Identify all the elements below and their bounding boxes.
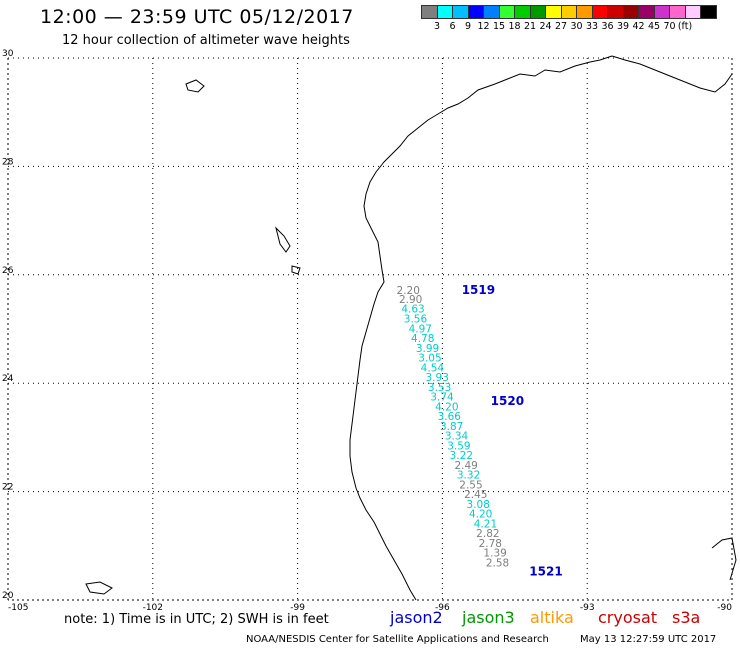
pass-labels: 1519 1520 1521	[462, 283, 563, 579]
pass-number: 1521	[529, 565, 562, 579]
legend-label: 70	[663, 21, 676, 32]
wave-height-value: 3.05	[418, 353, 441, 365]
wave-height-value: 2.20	[397, 285, 420, 297]
wave-height-value: 3.87	[440, 421, 463, 433]
wave-height-value: 3.66	[438, 411, 462, 423]
lat-label: 22	[2, 483, 13, 493]
wave-height-value: 2.45	[464, 489, 487, 501]
wave-height-value: 2.55	[459, 479, 482, 491]
wave-height-value: 4.63	[401, 304, 424, 316]
legend-label: 42	[632, 21, 645, 32]
wave-height-value: 3.53	[428, 382, 451, 394]
island-3	[85, 581, 113, 595]
wave-height-values: 2.202.904.633.564.974.783.993.054.543.93…	[397, 285, 510, 570]
wave-height-value: 4.54	[421, 362, 445, 374]
legend-label: 24	[539, 21, 552, 32]
coast-se	[711, 537, 737, 581]
wave-height-value: 4.20	[435, 401, 458, 413]
wave-height-value: 2.78	[479, 538, 502, 550]
lon-label: -105	[8, 603, 28, 613]
island-1	[185, 79, 205, 93]
legend-label: 18	[508, 21, 521, 32]
map-frame	[7, 57, 733, 601]
pass-number: 1520	[491, 394, 524, 408]
footer-note: note: 1) Time is in UTC; 2) SWH is in fe…	[64, 612, 329, 627]
legend-color-scale	[421, 5, 740, 19]
wave-height-value: 3.56	[404, 313, 428, 325]
satellite-jason3: jason3	[462, 608, 515, 627]
wave-height-value: 3.22	[450, 450, 473, 462]
legend-label: 21	[523, 21, 537, 32]
coastline	[85, 55, 737, 601]
lon-label: -93	[580, 603, 595, 613]
legend-label: 6	[449, 21, 456, 32]
wave-height-legend: 3 6 9 12 15 18 21 24 27 30 33 36 39 42 45 70 (ft)	[421, 5, 740, 33]
page-title: 12:00 — 23:59 UTC 05/12/2017	[40, 6, 354, 28]
wave-height-value: 2.49	[454, 460, 477, 472]
wave-height-value: 3.59	[447, 440, 470, 452]
satellite-jason2: jason2	[390, 608, 443, 627]
satellite-cryosat: cryosat	[598, 608, 658, 627]
lat-label: 20	[2, 591, 14, 601]
island-2	[275, 226, 291, 253]
page-subtitle: 12 hour collection of altimeter wave hei…	[62, 33, 350, 48]
satellite-s3a: s3a	[672, 608, 701, 627]
satellite-altika: altika	[530, 608, 574, 627]
wave-height-value: 3.34	[445, 431, 469, 443]
wave-height-value: 3.74	[430, 392, 454, 404]
wave-height-value: 3.32	[457, 470, 480, 482]
lon-label: -102	[143, 603, 163, 613]
legend-label: (ft)	[677, 21, 693, 32]
legend-swatch	[700, 5, 717, 19]
reservoir	[291, 265, 301, 275]
wave-height-value: 4.21	[474, 518, 497, 530]
legend-label: 12	[477, 21, 490, 32]
legend-label: 39	[616, 21, 630, 32]
coastline-east	[611, 55, 733, 93]
wave-height-value: 4.78	[411, 333, 434, 345]
credit-text: NOAA/NESDIS Center for Satellite Applica…	[246, 634, 549, 645]
wave-height-value: 2.90	[399, 294, 422, 306]
legend-label: 27	[554, 21, 568, 32]
wave-height-value: 3.93	[426, 372, 449, 384]
wave-height-value: 4.20	[469, 509, 492, 521]
legend-label: 33	[585, 21, 599, 32]
legend-labels: 3 6 9 12 15 18 21 24 27 30 33 36 39 42 45 70 (ft)	[421, 19, 740, 33]
legend-label: 45	[647, 21, 661, 32]
lon-label: -99	[290, 603, 305, 613]
legend-label: 3	[433, 21, 441, 32]
lat-label: 30	[2, 49, 14, 59]
wave-height-value: 4.97	[409, 323, 432, 335]
wave-height-value: 2.82	[476, 528, 499, 540]
lat-label: 28	[2, 157, 14, 167]
wave-height-value: 2.58	[486, 557, 509, 569]
legend-label: 15	[492, 21, 506, 32]
lon-label: -96	[435, 603, 450, 613]
pass-number: 1519	[462, 283, 495, 297]
legend-label: 36	[601, 21, 614, 32]
lat-label: 26	[2, 266, 14, 276]
gulf-coastline	[349, 55, 613, 601]
wave-height-value: 1.39	[483, 548, 506, 560]
wave-height-value: 3.08	[467, 499, 490, 511]
legend-label: 30	[570, 21, 583, 32]
legend-label: 9	[464, 21, 472, 32]
wave-height-value: 3.99	[416, 343, 439, 355]
lon-label: -90	[717, 603, 732, 613]
timestamp: May 13 12:27:59 UTC 2017	[580, 634, 717, 645]
